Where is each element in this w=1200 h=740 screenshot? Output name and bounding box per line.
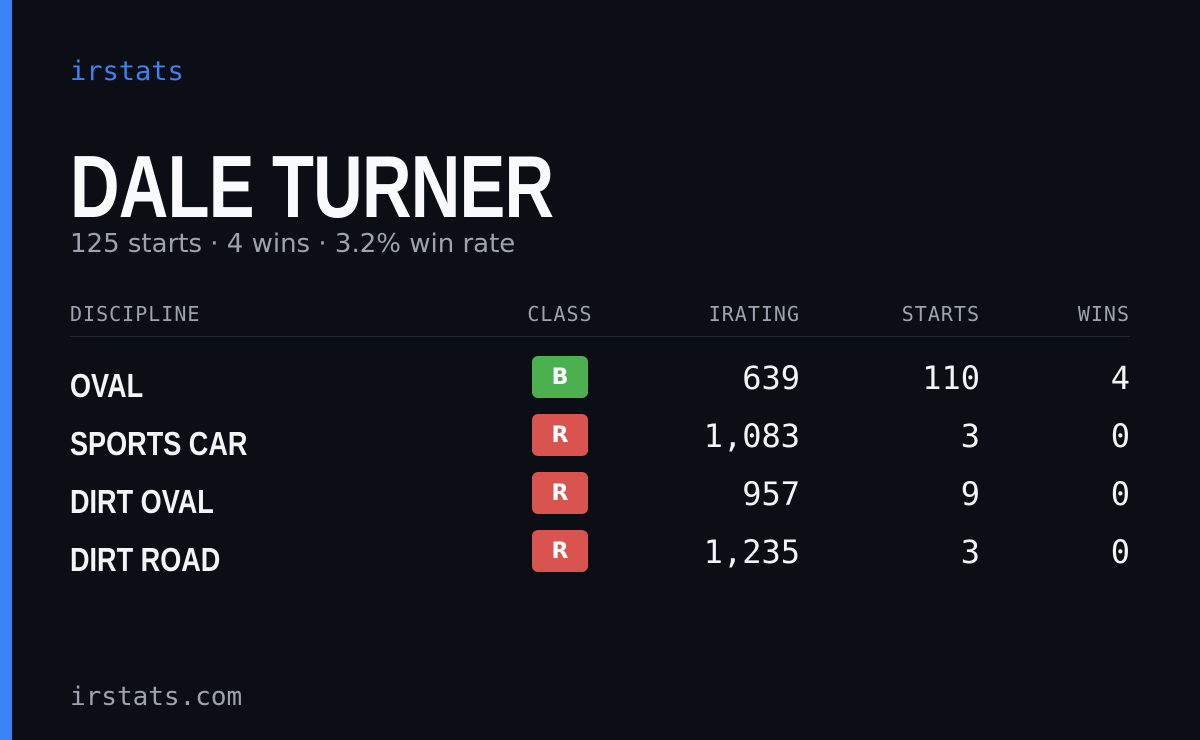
class-badge: R [532, 530, 588, 572]
irating: 1,083 [703, 417, 800, 455]
discipline: OVAL [70, 367, 144, 404]
wins: 0 [1110, 533, 1130, 571]
column-header: DISCIPLINE [70, 302, 201, 326]
discipline: DIRT OVAL [70, 483, 214, 520]
irating: 1,235 [703, 533, 800, 571]
irating: 957 [742, 475, 800, 513]
brand: irstats [70, 56, 184, 87]
column-header: CLASS [527, 302, 593, 326]
starts: 9 [960, 475, 980, 513]
class-badge: R [532, 472, 588, 514]
column-header: STARTS [901, 302, 980, 326]
starts: 110 [922, 359, 980, 397]
wins: 0 [1110, 475, 1130, 513]
class-badge: B [532, 356, 588, 398]
discipline: SPORTS CAR [70, 425, 248, 462]
header-rule [70, 336, 1130, 337]
starts: 3 [960, 533, 980, 571]
driver-name: DALE TURNER [70, 137, 554, 236]
class-badge: R [532, 414, 588, 456]
summary: 125 starts · 4 wins · 3.2% win rate [70, 229, 516, 259]
irating: 639 [742, 359, 800, 397]
footer: irstats.com [70, 682, 243, 712]
discipline: DIRT ROAD [70, 541, 221, 578]
column-header: IRATING [708, 302, 800, 326]
wins: 0 [1110, 417, 1130, 455]
accent-bar [0, 0, 12, 740]
wins: 4 [1110, 359, 1130, 397]
column-header: WINS [1077, 302, 1130, 326]
starts: 3 [960, 417, 980, 455]
